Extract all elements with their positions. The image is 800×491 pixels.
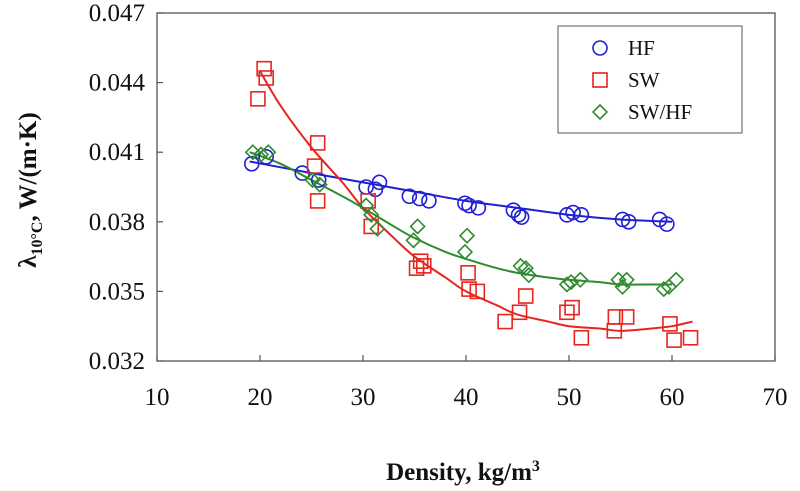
data-point-sw-hf: [618, 271, 635, 288]
data-point-sw: [469, 283, 486, 300]
data-point-sw: [559, 304, 575, 321]
data-point-sw: [460, 265, 476, 281]
data-point-sw-hf: [667, 271, 685, 288]
data-point-hf: [470, 200, 487, 216]
data-point-sw: [412, 253, 429, 270]
data-point-sw-hf: [512, 257, 529, 275]
x-tick-label: 60: [660, 384, 685, 411]
data-point-sw-hf: [369, 220, 386, 237]
data-point-sw-hf: [520, 267, 537, 284]
data-point-sw: [461, 281, 477, 297]
y-tick-label: 0.038: [89, 209, 145, 236]
data-point-sw: [256, 60, 272, 77]
data-point-sw: [618, 309, 635, 325]
data-point-sw: [497, 313, 513, 330]
legend-marker-hf: [592, 40, 608, 56]
data-point-sw-hf: [572, 271, 589, 288]
x-axis-title: Density, kg/m3: [386, 458, 540, 486]
y-axis-title-subscript: 10°C: [29, 222, 46, 256]
legend-label-sw-hf: SW/HF: [628, 100, 692, 124]
data-point-hf: [565, 204, 581, 221]
y-tick-label: 0.035: [89, 278, 145, 305]
legend-box: [557, 25, 743, 134]
data-point-sw-hf: [558, 276, 576, 293]
data-point-hf: [620, 214, 637, 230]
data-point-sw: [666, 332, 682, 348]
y-tick-label: 0.047: [89, 0, 145, 27]
data-point-sw: [250, 91, 266, 107]
data-point-sw: [363, 218, 380, 235]
data-point-sw-hf: [655, 280, 672, 298]
y-tick-label: 0.044: [89, 70, 146, 97]
legend-label-sw: SW: [628, 68, 660, 92]
data-point-sw: [682, 329, 699, 346]
x-axis-ticks: 10 20 30 40 50 60 70: [145, 355, 788, 411]
data-point-sw-hf: [409, 218, 426, 235]
data-point-sw-hf: [405, 232, 422, 249]
data-point-sw-hf: [363, 206, 380, 223]
data-point-sw: [517, 288, 534, 304]
x-axis-title-main: Density, kg/m: [386, 459, 532, 486]
data-point-hf: [421, 193, 437, 209]
data-point-sw-hf: [252, 146, 270, 163]
y-axis-title: λ10°C, W/(m·K): [15, 112, 46, 268]
data-point-hf: [461, 197, 477, 214]
legend-marker-sw: [592, 72, 608, 88]
data-point-hf: [513, 209, 530, 225]
data-point-sw: [309, 135, 326, 151]
data-point-hf: [411, 190, 428, 207]
y-axis-title-units: , W/(m·K): [15, 112, 42, 221]
data-point-sw-hf: [562, 273, 580, 291]
data-point-sw-hf: [517, 260, 534, 277]
data-point-hf: [243, 156, 260, 172]
data-point-sw: [662, 316, 678, 332]
data-point-sw-hf: [304, 171, 321, 189]
data-point-sw-hf: [614, 278, 631, 295]
data-point-sw: [564, 299, 580, 316]
x-tick-label: 40: [454, 384, 479, 411]
legend-entries: HF SW SW/HF: [591, 36, 692, 124]
data-point-sw: [415, 258, 432, 274]
data-point-sw-hf: [456, 243, 474, 261]
data-point-sw-hf: [244, 144, 261, 161]
data-point-sw-hf: [458, 227, 476, 244]
data-point-sw: [360, 193, 376, 209]
x-tick-label: 50: [557, 384, 582, 411]
fit-line-hf: [249, 160, 673, 223]
x-tick-label: 10: [145, 384, 170, 411]
x-tick-label: 70: [763, 384, 788, 411]
data-point-hf: [371, 174, 388, 191]
x-axis-title-superscript: 3: [532, 458, 540, 475]
x-tick-label: 30: [351, 384, 376, 411]
legend-marker-sw-hf: [591, 103, 609, 121]
data-point-sw: [306, 158, 323, 174]
data-point-sw: [573, 329, 590, 346]
y-axis-title-symbol: λ: [15, 255, 42, 268]
data-point-sw: [309, 193, 326, 209]
data-point-hf: [659, 216, 675, 232]
data-point-hf: [401, 188, 418, 205]
legend-label-hf: HF: [628, 36, 655, 60]
legend: HF SW SW/HF: [557, 25, 743, 134]
data-point-hf: [258, 149, 274, 165]
data-point-hf: [510, 207, 527, 223]
y-tick-label: 0.032: [89, 348, 145, 375]
data-point-hf: [573, 207, 590, 223]
data-point-sw: [258, 70, 274, 86]
data-point-sw-hf: [311, 176, 328, 193]
y-axis-ticks: 0.032 0.035 0.038 0.041 0.044 0.047: [89, 0, 163, 375]
data-points: [243, 60, 699, 348]
x-tick-label: 20: [248, 384, 273, 411]
y-tick-label: 0.041: [89, 139, 145, 166]
data-point-sw: [511, 304, 528, 321]
data-point-sw-hf: [260, 144, 277, 161]
data-point-sw: [607, 309, 624, 325]
